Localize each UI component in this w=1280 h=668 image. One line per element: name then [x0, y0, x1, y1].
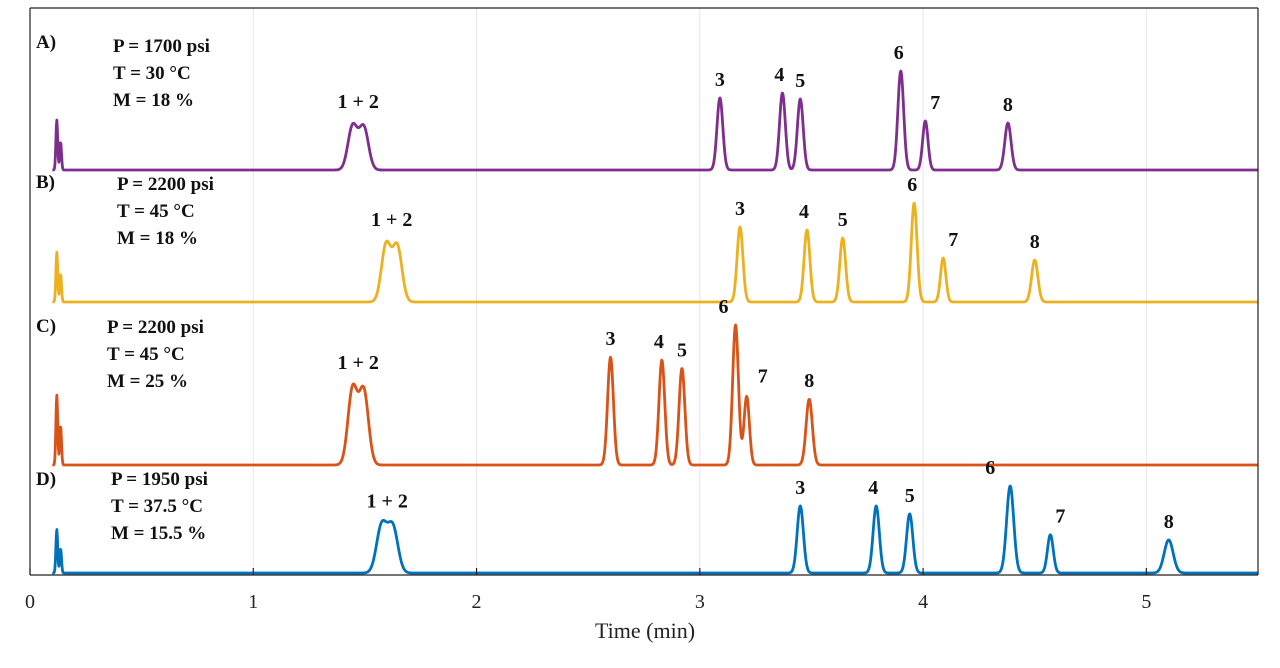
peak-label: 3: [735, 198, 745, 220]
peak-label: 8: [1003, 94, 1013, 116]
peak-label: 4: [868, 477, 878, 499]
peak-label: 6: [907, 174, 917, 196]
gridlines: [252, 8, 1147, 575]
panel-label: D): [36, 469, 56, 490]
peak-label: 7: [930, 92, 940, 114]
condition-text: P = 2200 psi: [107, 317, 204, 338]
condition-text: T = 37.5 °C: [111, 496, 203, 517]
peak-label: 3: [606, 328, 616, 350]
peak-label: 8: [1030, 231, 1040, 253]
peak-label: 1 + 2: [337, 91, 378, 113]
x-tick-label: 5: [1141, 591, 1151, 613]
condition-text: T = 30 °C: [113, 63, 191, 84]
panel-label: C): [36, 316, 56, 337]
peak-label: 1 + 2: [337, 352, 378, 374]
peak-label: 4: [654, 331, 664, 353]
x-tick-label: 2: [472, 591, 482, 613]
peak-label: 6: [985, 457, 995, 479]
peak-label: 8: [804, 370, 814, 392]
panel-label: B): [36, 172, 55, 193]
peak-label: 8: [1164, 511, 1174, 533]
peak-label: 3: [795, 477, 805, 499]
peak-label: 5: [838, 209, 848, 231]
peak-label: 5: [905, 485, 915, 507]
peak-label: 1 + 2: [371, 209, 412, 231]
condition-text: T = 45 °C: [117, 201, 195, 222]
x-tick-label: 0: [25, 591, 35, 613]
x-tick-label: 4: [918, 591, 928, 613]
series-trace-3: [51, 323, 1259, 467]
peak-label: 7: [758, 365, 768, 387]
peak-label: 3: [715, 69, 725, 91]
peak-label: 6: [719, 296, 729, 318]
condition-text: T = 45 °C: [107, 344, 185, 365]
condition-text: M = 25 %: [107, 371, 188, 392]
x-tick-label: 3: [695, 591, 705, 613]
x-axis-label: Time (min): [595, 618, 695, 643]
condition-text: M = 15.5 %: [111, 523, 206, 544]
condition-text: P = 2200 psi: [117, 174, 214, 195]
peak-label: 5: [677, 339, 687, 361]
condition-text: P = 1950 psi: [111, 469, 208, 490]
x-tick-label: 1: [248, 591, 258, 613]
peak-label: 7: [1055, 506, 1065, 528]
series-trace-2: [51, 201, 1259, 304]
series-trace-1: [51, 69, 1259, 172]
condition-text: M = 18 %: [113, 90, 194, 111]
panel-label: A): [36, 32, 56, 53]
peak-label: 1 + 2: [366, 490, 407, 512]
peak-label: 4: [774, 64, 784, 86]
peak-label: 7: [948, 229, 958, 251]
condition-text: M = 18 %: [117, 228, 198, 249]
peak-label: 5: [795, 70, 805, 92]
peak-label: 4: [799, 201, 809, 223]
peak-label: 6: [894, 42, 904, 64]
condition-text: P = 1700 psi: [113, 36, 210, 57]
